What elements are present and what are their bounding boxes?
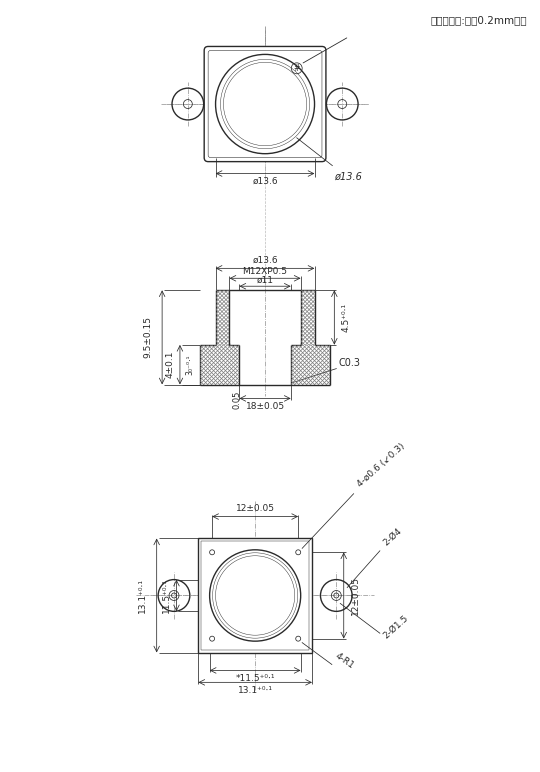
Text: 0.05: 0.05 bbox=[233, 391, 242, 409]
Bar bbox=[198, 538, 312, 652]
Text: ø13.6: ø13.6 bbox=[334, 171, 362, 181]
Text: 4±0.1: 4±0.1 bbox=[166, 351, 174, 378]
Text: 12±0.05: 12±0.05 bbox=[235, 504, 275, 513]
Text: 11.5⁺⁰⋅¹: 11.5⁺⁰⋅¹ bbox=[162, 578, 171, 613]
FancyBboxPatch shape bbox=[204, 46, 326, 161]
Text: *11.5⁺⁰⋅¹: *11.5⁺⁰⋅¹ bbox=[235, 674, 275, 683]
Bar bbox=[201, 541, 309, 649]
Text: 3₀⁻⁰⋅¹: 3₀⁻⁰⋅¹ bbox=[186, 354, 195, 375]
Text: 12±0.05: 12±0.05 bbox=[351, 576, 360, 615]
Bar bbox=[301, 290, 314, 345]
Text: 9.5±0.15: 9.5±0.15 bbox=[144, 317, 153, 358]
Text: ø11: ø11 bbox=[256, 276, 274, 285]
Text: 4-R1: 4-R1 bbox=[334, 651, 356, 670]
Text: #: # bbox=[294, 64, 300, 73]
Text: C0.3: C0.3 bbox=[338, 357, 360, 367]
Text: 4-ø0.6 (↙0.3): 4-ø0.6 (↙0.3) bbox=[356, 442, 407, 489]
Text: 13.1⁺⁰⋅¹: 13.1⁺⁰⋅¹ bbox=[238, 686, 273, 695]
Bar bbox=[200, 345, 239, 384]
Text: 4.5⁺⁰⋅¹: 4.5⁺⁰⋅¹ bbox=[342, 303, 350, 332]
Text: 18±0.05: 18±0.05 bbox=[246, 402, 285, 411]
Text: M12XP0.5: M12XP0.5 bbox=[242, 267, 288, 276]
Text: 2-Ø1.5: 2-Ø1.5 bbox=[382, 613, 410, 640]
Text: ø13.6: ø13.6 bbox=[252, 177, 278, 186]
Text: ø13.6: ø13.6 bbox=[252, 256, 278, 265]
Bar bbox=[291, 345, 330, 384]
Bar bbox=[215, 290, 230, 345]
Text: 穴號標識處:凸出0.2mm以下: 穴號標識處:凸出0.2mm以下 bbox=[431, 15, 528, 25]
Text: 13.1⁺⁰⋅¹: 13.1⁺⁰⋅¹ bbox=[138, 578, 147, 613]
Text: 2-Ø4: 2-Ø4 bbox=[382, 527, 404, 548]
